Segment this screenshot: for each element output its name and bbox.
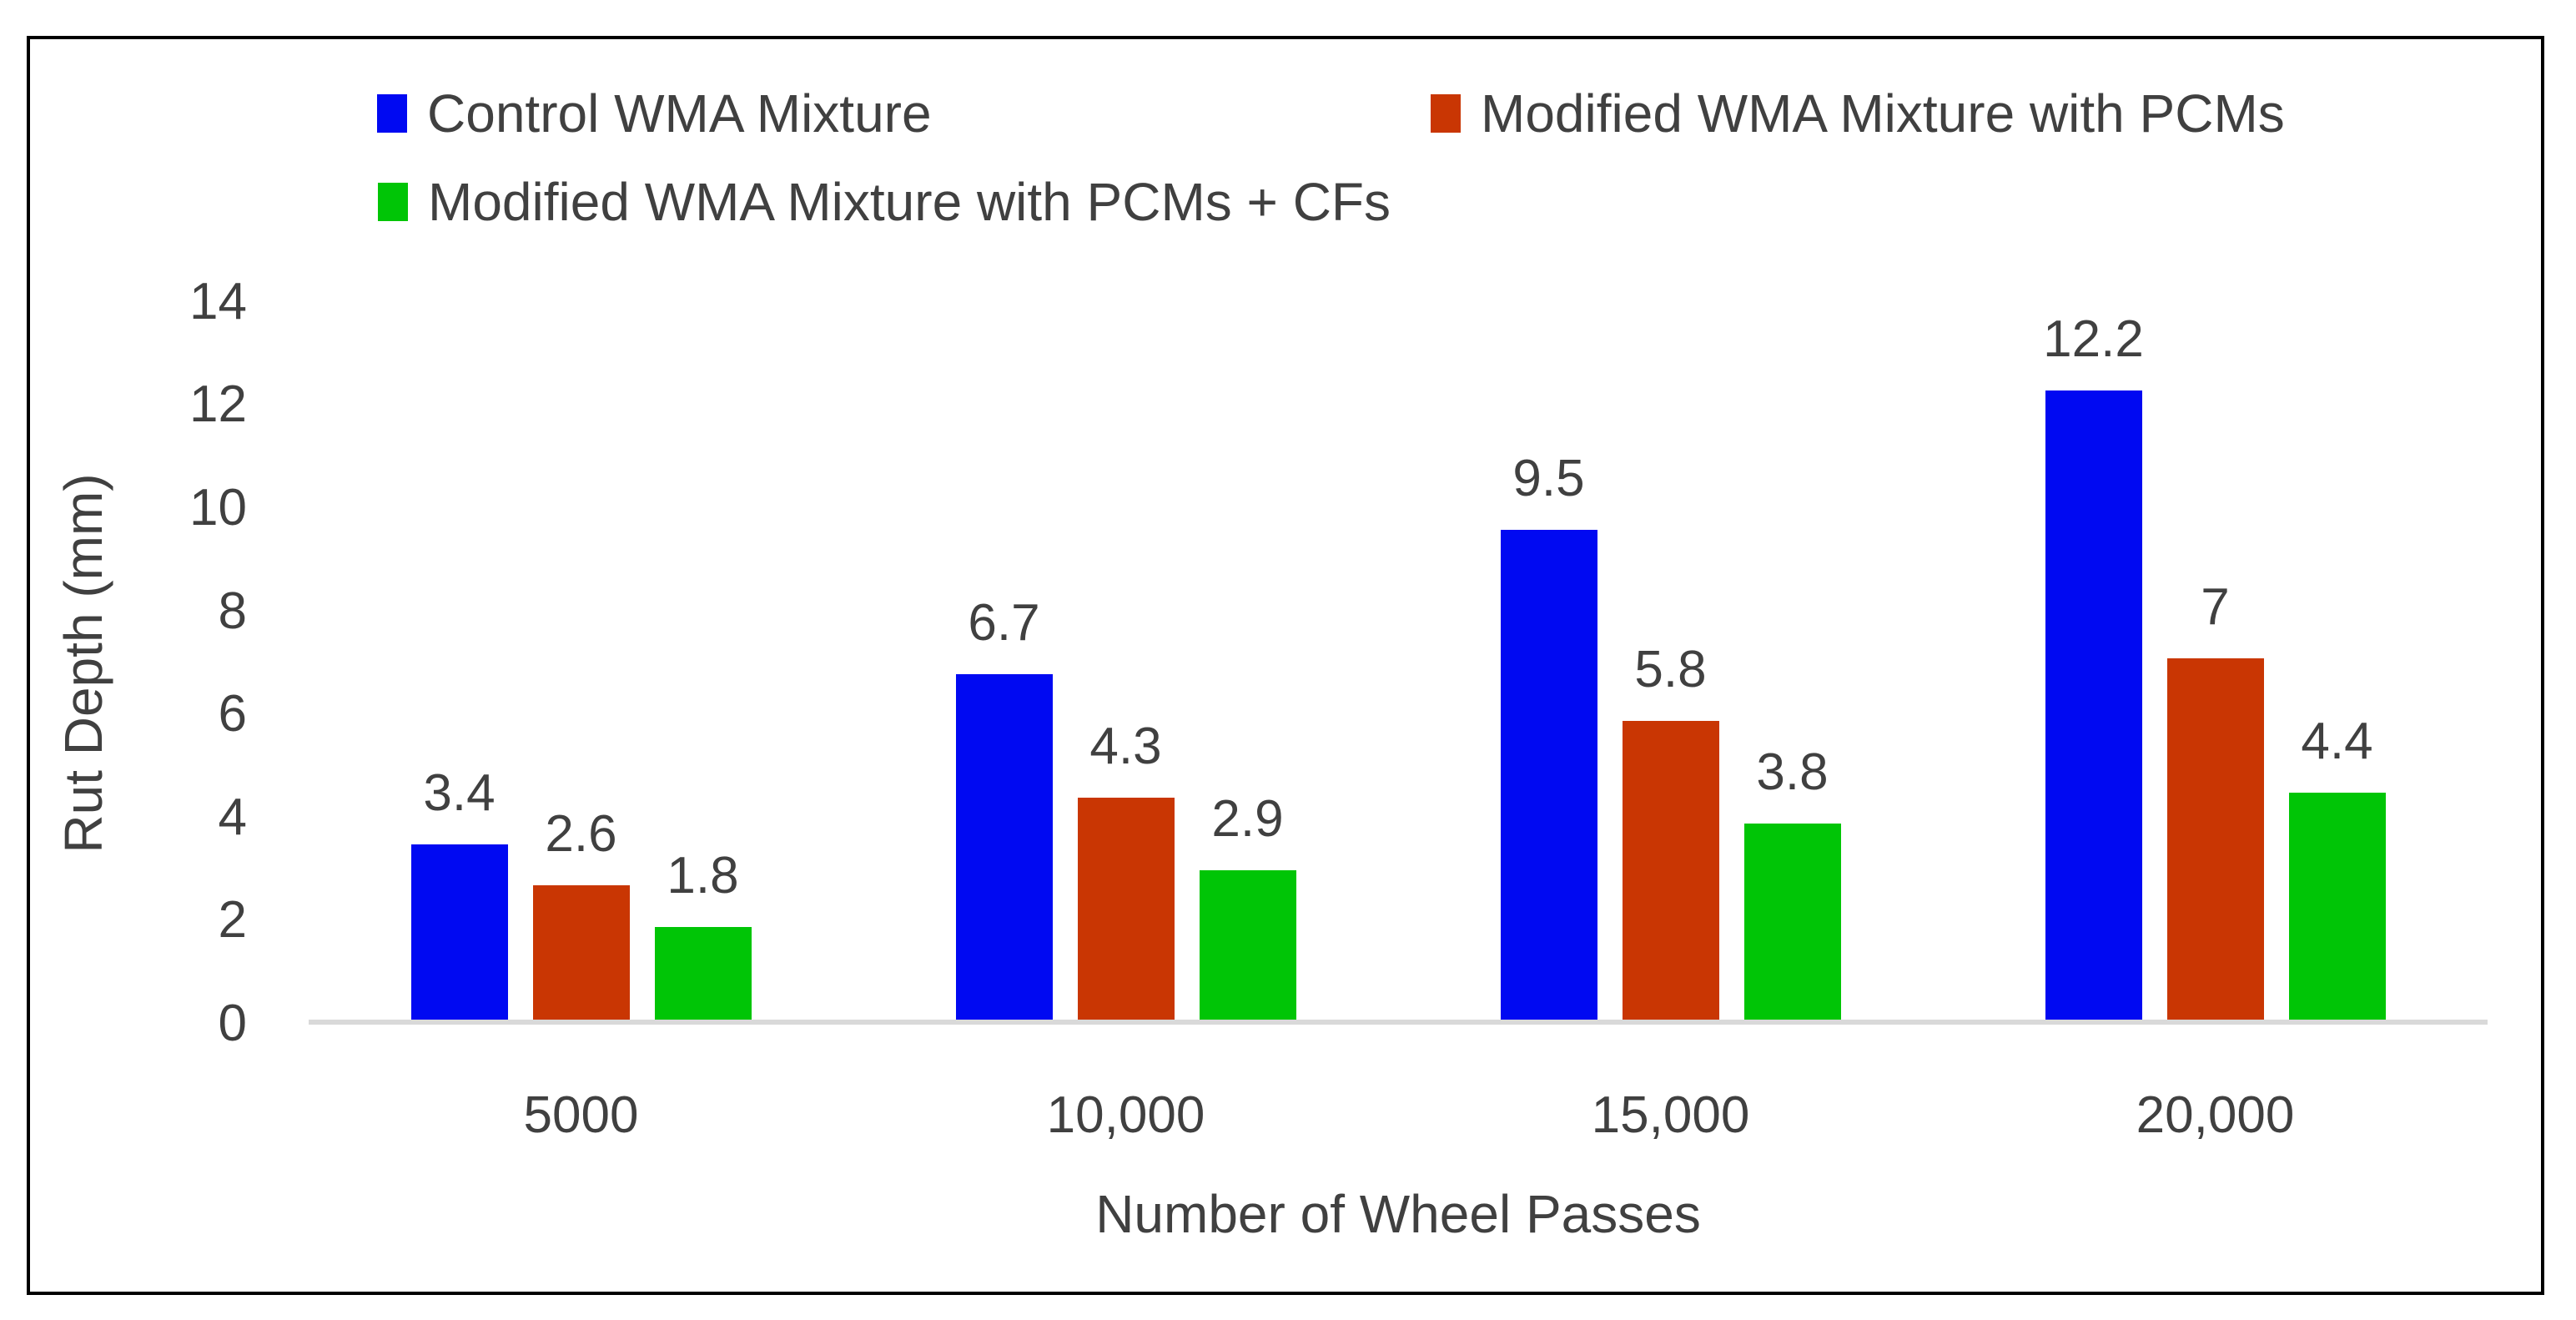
legend-label-pcms: Modified WMA Mixture with PCMs — [1481, 83, 2285, 144]
bar-value-label: 4.4 — [2301, 713, 2373, 771]
x-axis-line — [309, 1020, 2488, 1025]
legend-label-pcms-cfs: Modified WMA Mixture with PCMs + CFs — [428, 172, 1391, 232]
bar-value-label: 5.8 — [1634, 640, 1707, 698]
bar-20000-series-1 — [2166, 658, 2264, 1020]
x-tick-label: 15,000 — [1591, 1086, 1750, 1144]
bar-15000-series-0 — [1500, 529, 1597, 1020]
y-tick-label: 4 — [218, 788, 247, 846]
legend-label-control: Control WMA Mixture — [427, 83, 932, 144]
y-tick-label: 12 — [189, 375, 247, 434]
y-tick-label: 8 — [218, 582, 247, 640]
bar-value-label: 4.3 — [1089, 718, 1162, 776]
bar-value-label: 6.7 — [968, 593, 1040, 652]
y-tick-label: 2 — [218, 891, 247, 950]
bar-15000-series-2 — [1743, 824, 1841, 1020]
legend-item-pcms: Modified WMA Mixture with PCMs — [1431, 87, 2285, 140]
bar-15000-series-1 — [1622, 720, 1719, 1020]
bar-value-label: 12.2 — [2043, 310, 2144, 369]
y-tick-label: 0 — [218, 995, 247, 1052]
bar-value-label: 1.8 — [667, 846, 739, 904]
y-tick-label: 14 — [189, 272, 247, 330]
x-tick-label: 5000 — [523, 1086, 639, 1144]
bar-5000-series-0 — [410, 844, 508, 1020]
bar-10000-series-0 — [955, 673, 1053, 1020]
bar-value-label: 2.9 — [1211, 789, 1284, 848]
bar-value-label: 7 — [2201, 578, 2230, 637]
bar-value-label: 3.8 — [1756, 743, 1829, 802]
bar-value-label: 3.4 — [423, 763, 496, 822]
y-tick-label: 6 — [218, 685, 247, 743]
legend-swatch-pcms-cfs — [378, 183, 408, 221]
x-tick-label: 10,000 — [1046, 1086, 1205, 1144]
y-tick-label: 10 — [189, 479, 247, 537]
legend-swatch-control — [377, 94, 407, 133]
bar-20000-series-2 — [2288, 793, 2386, 1020]
legend-item-control: Control WMA Mixture — [377, 87, 932, 140]
bar-5000-series-2 — [654, 926, 752, 1020]
bar-20000-series-0 — [2045, 390, 2142, 1020]
bar-value-label: 9.5 — [1512, 449, 1585, 507]
bar-5000-series-1 — [532, 885, 630, 1020]
bar-10000-series-1 — [1077, 798, 1175, 1020]
x-axis-title: Number of Wheel Passes — [1095, 1184, 1701, 1244]
x-tick-label: 20,000 — [2136, 1086, 2295, 1144]
legend-swatch-pcms — [1431, 94, 1461, 133]
bar-value-label: 2.6 — [545, 805, 617, 864]
bar-10000-series-2 — [1199, 869, 1296, 1020]
legend-item-pcms-cfs: Modified WMA Mixture with PCMs + CFs — [378, 175, 1391, 229]
